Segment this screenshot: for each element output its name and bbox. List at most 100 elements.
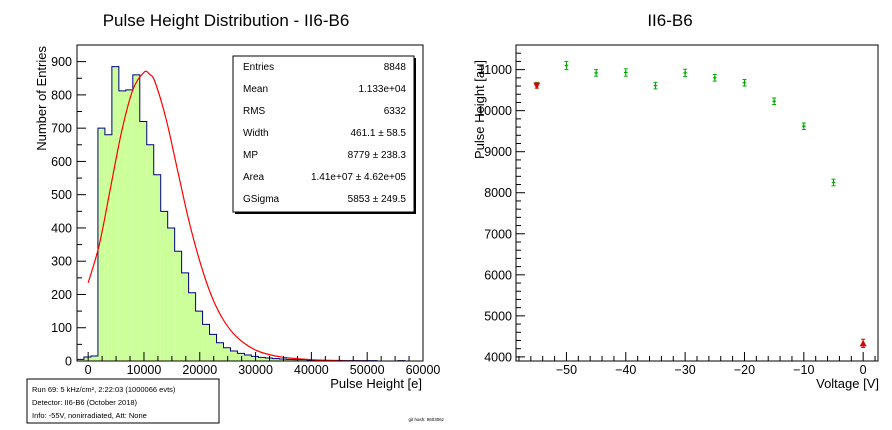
data-point: [712, 74, 717, 82]
stats-box-shadow-bottom: [235, 212, 416, 214]
histogram-bar: [111, 66, 119, 361]
right-chart-marks: −50 −40 −30 −20 −10 0 4000 5000 6000 7000 8000 9000…: [477, 52, 876, 377]
data-point: [683, 68, 688, 78]
histogram-bar: [300, 359, 308, 361]
run-info-box: Run 69: 5 kHz/cm², 2:22:03 (1000066 evts…: [26, 378, 220, 424]
right-x-tick-label: −30: [675, 363, 696, 377]
right-x-tick-label: −10: [793, 363, 814, 377]
stats-value: 1.133e+04: [358, 84, 406, 95]
run-info-info: Info: -55V, nonirradiated, Att: None: [32, 411, 147, 420]
histogram-bar: [118, 90, 126, 361]
left-y-tick-label: 900: [51, 55, 72, 69]
right-x-tick-label: −40: [615, 363, 636, 377]
right-x-tick-label: 0: [860, 363, 867, 377]
right-y-tick-label: 10000: [477, 104, 512, 118]
histogram-bar: [90, 356, 98, 361]
right-y-tick-label: 7000: [484, 227, 512, 241]
histogram-bar: [223, 347, 231, 361]
histogram-bar: [160, 211, 168, 361]
data-point: [742, 78, 747, 87]
histogram-bar: [83, 357, 91, 361]
run-info-detector: Detector: II6-B6 (October 2018): [32, 398, 138, 407]
left-chart-marks: 0 10000 20000 30000 40000 50000 60000 0 100 200 30…: [51, 55, 440, 377]
left-y-tick-label: 200: [51, 288, 72, 302]
left-y-tick-label: 600: [51, 155, 72, 169]
git-hash: git hash: 960306z: [408, 417, 444, 422]
histogram-bar: [230, 351, 238, 361]
histogram-bar: [139, 121, 147, 361]
data-point: [859, 338, 867, 348]
left-chart-title: Pulse Height Distribution - II6-B6: [103, 11, 350, 30]
left-plot-frame: [76, 44, 424, 362]
left-y-tick-label: 0: [65, 355, 72, 369]
stats-label: RMS: [243, 106, 266, 117]
right-x-tick-label: −20: [734, 363, 755, 377]
histogram-bar: [195, 311, 203, 361]
histogram-bar: [146, 144, 154, 361]
histogram-bar: [132, 74, 140, 362]
histogram-bar: [265, 358, 273, 361]
histogram-bar: [104, 134, 112, 361]
left-y-tick-label: 700: [51, 122, 72, 136]
left-x-tick-label: 20000: [182, 363, 217, 377]
stats-box-frame: [232, 55, 415, 213]
stats-label: Entries: [243, 62, 274, 73]
histogram-bar: [216, 342, 224, 361]
histogram-bar: [209, 334, 217, 361]
left-x-tick-label: 50000: [350, 363, 385, 377]
histogram-bar: [181, 272, 189, 361]
data-point: [533, 82, 541, 90]
data-point: [831, 178, 836, 187]
left-y-tick-label: 400: [51, 221, 72, 235]
left-y-tick-label: 500: [51, 188, 72, 202]
stats-label: Width: [243, 128, 269, 139]
histogram-bar: [293, 359, 301, 361]
stats-value: 8848: [384, 62, 407, 73]
left-y-tick-label: 300: [51, 255, 72, 269]
histogram-bar: [77, 359, 84, 361]
right-x-tick-label: −50: [556, 363, 577, 377]
histogram-bar: [237, 353, 245, 361]
left-y-tick-label: 100: [51, 321, 72, 335]
right-x-axis-label: Voltage [V]: [816, 376, 879, 391]
data-point: [772, 97, 777, 106]
histogram-bar: [279, 359, 287, 361]
histogram-bar: [251, 356, 259, 361]
stats-box-shadow-right: [414, 58, 416, 214]
stats-box: Entries 8848 Mean 1.133e+04 RMS 6332 Width 461.…: [232, 55, 416, 214]
left-y-tick-label: 800: [51, 88, 72, 102]
histogram-bar: [125, 89, 133, 361]
histogram-bar: [167, 227, 175, 361]
left-x-tick-label: 0: [85, 363, 92, 377]
right-y-tick-label: 9000: [484, 145, 512, 159]
left-y-axis-label: Number of Entries: [34, 46, 49, 151]
left-x-axis-label: Pulse Height [e]: [330, 376, 422, 391]
left-x-tick-label: 60000: [406, 363, 441, 377]
stats-value: 8779 ± 238.3: [348, 150, 407, 161]
histogram-bar: [258, 357, 266, 361]
data-point: [653, 81, 658, 90]
histogram-bar: [244, 355, 252, 361]
right-y-tick-label: 5000: [484, 309, 512, 323]
data-point: [594, 69, 599, 77]
right-plot-frame: [515, 44, 879, 362]
stats-value: 6332: [384, 106, 407, 117]
histogram-bar: [153, 174, 161, 361]
stats-label: GSigma: [243, 194, 280, 205]
data-point: [623, 68, 628, 77]
histogram-bar: [188, 292, 196, 361]
stats-value: 1.41e+07 ± 4.62e+05: [311, 172, 406, 183]
histogram-bar: [97, 128, 105, 361]
run-info-frame: [26, 378, 220, 424]
stats-label: Area: [243, 172, 265, 183]
data-point: [564, 60, 569, 71]
left-x-tick-label: 40000: [294, 363, 329, 377]
right-y-tick-label: 4000: [484, 350, 512, 364]
right-y-axis-label: Pulse Height [au]: [472, 60, 487, 159]
stats-label: Mean: [243, 84, 268, 95]
fit-curve: [87, 70, 368, 362]
right-y-tick-label: 6000: [484, 268, 512, 282]
histogram-bar: [202, 324, 210, 361]
histogram-bar: [174, 251, 182, 361]
